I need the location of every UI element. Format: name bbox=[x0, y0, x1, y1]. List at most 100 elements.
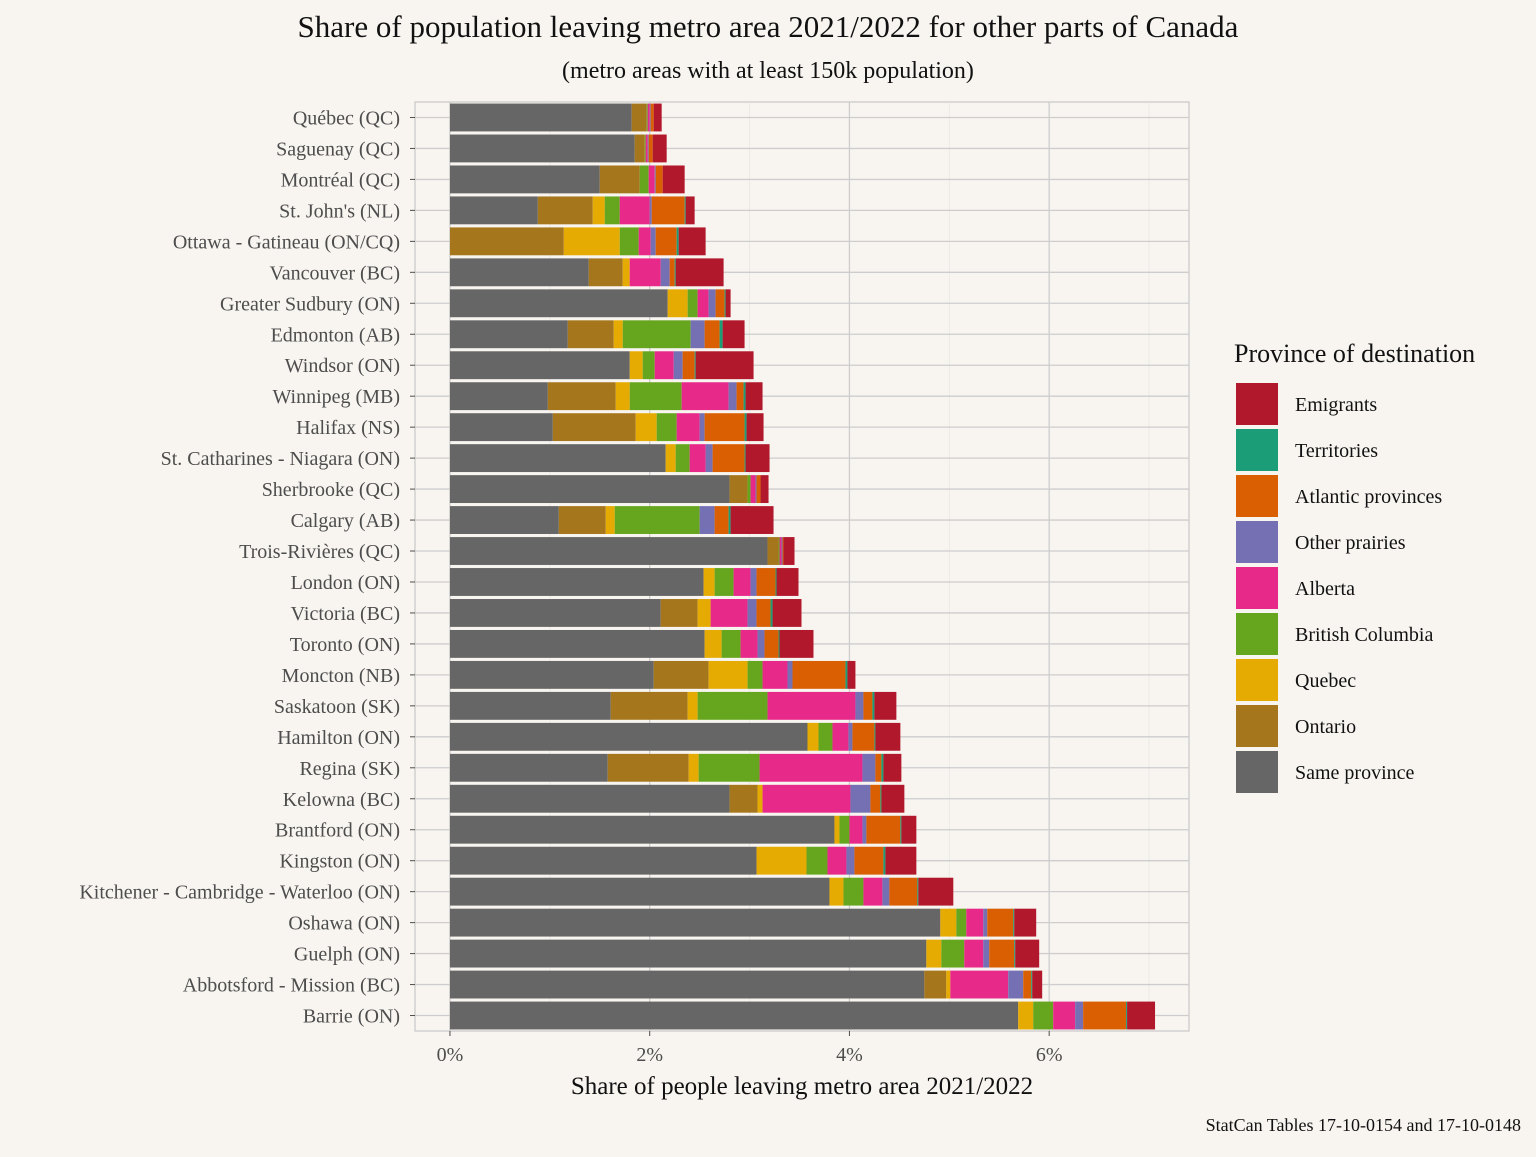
bar-segment-atlantic-provinces bbox=[889, 877, 918, 906]
bar-segment-other-prairies bbox=[699, 413, 705, 442]
x-axis-ticks: 0% 2% 4% 6% bbox=[437, 1031, 1063, 1066]
bar-segment-same-province bbox=[449, 382, 548, 411]
bar-segment-same-province bbox=[449, 165, 600, 194]
bar-segment-alberta bbox=[849, 815, 863, 844]
bar-segment-other-prairies bbox=[650, 227, 656, 256]
bar-segment-same-province bbox=[449, 660, 654, 689]
bar-segment-territories bbox=[1014, 939, 1016, 968]
bar-segment-same-province bbox=[449, 320, 568, 349]
bar-segment-atlantic-provinces bbox=[651, 196, 685, 225]
bar-segment-same-province bbox=[449, 1001, 1019, 1030]
bar-segment-same-province bbox=[449, 258, 589, 287]
bar-segment-quebec bbox=[829, 877, 844, 906]
bar-segment-quebec bbox=[703, 568, 715, 596]
bar-segment-british-columbia bbox=[697, 691, 768, 720]
bar-segment-other-prairies bbox=[654, 165, 656, 194]
bar-segment-alberta bbox=[950, 970, 1009, 999]
bar-segment-atlantic-provinces bbox=[854, 846, 884, 875]
category-label: Hamilton (ON) bbox=[277, 727, 400, 749]
bar-segment-atlantic-provinces bbox=[987, 908, 1014, 937]
bar-segment-ontario bbox=[552, 413, 636, 442]
bar-segment-same-province bbox=[449, 196, 538, 225]
bar-segment-other-prairies bbox=[750, 568, 757, 596]
bar-segment-british-columbia bbox=[714, 568, 734, 596]
bar-segment-emigrants bbox=[653, 103, 662, 132]
bar-segment-emigrants bbox=[779, 629, 814, 658]
bar-segment-emigrants bbox=[760, 475, 769, 504]
bar-segment-quebec bbox=[757, 784, 763, 813]
bar-segment-same-province bbox=[449, 970, 925, 999]
bar-segment-alberta bbox=[629, 258, 661, 287]
bar-segment-alberta bbox=[619, 196, 650, 225]
bar-segment-atlantic-provinces bbox=[870, 784, 881, 813]
bar-segment-territories bbox=[684, 196, 686, 225]
bar-segment-emigrants bbox=[652, 134, 667, 163]
bar-segment-atlantic-provinces bbox=[852, 722, 875, 751]
bar-segment-territories bbox=[743, 382, 746, 411]
category-label: Regina (SK) bbox=[299, 758, 400, 780]
bar-segment-quebec bbox=[926, 939, 942, 968]
bar-segment-territories bbox=[744, 444, 746, 473]
category-label: Oshawa (ON) bbox=[288, 913, 400, 935]
bar-segment-other-prairies bbox=[1075, 1001, 1084, 1030]
bar-segment-british-columbia bbox=[956, 908, 967, 937]
bar-segment-quebec bbox=[563, 227, 620, 256]
bar-segment-british-columbia bbox=[941, 939, 965, 968]
bar-segment-territories bbox=[880, 784, 882, 813]
bar-segment-british-columbia bbox=[778, 537, 780, 565]
bar-segment-atlantic-provinces bbox=[682, 351, 695, 380]
bar-segment-same-province bbox=[449, 877, 830, 906]
bar-segment-other-prairies bbox=[846, 846, 855, 875]
bar-segment-territories bbox=[728, 506, 731, 534]
bar-segment-other-prairies bbox=[673, 351, 683, 380]
bar-segment-british-columbia bbox=[644, 134, 646, 163]
bar-segment-other-prairies bbox=[690, 320, 705, 349]
bar-segment-emigrants bbox=[1127, 1001, 1156, 1030]
legend-swatch bbox=[1236, 429, 1278, 471]
bar-segment-other-prairies bbox=[862, 815, 867, 844]
bar-segment-emigrants bbox=[901, 815, 917, 844]
bar-segment-other-prairies bbox=[882, 877, 890, 906]
bar-segment-ontario bbox=[567, 320, 614, 349]
bar-segment-alberta bbox=[740, 629, 758, 658]
x-tick-label: 0% bbox=[437, 1044, 464, 1066]
bar-segment-same-province bbox=[449, 784, 730, 813]
bar-segment-territories bbox=[917, 877, 919, 906]
bar-segment-quebec bbox=[834, 815, 840, 844]
bar-segment-atlantic-provinces bbox=[1083, 1001, 1127, 1030]
legend-swatch bbox=[1236, 659, 1278, 701]
bar-segment-quebec bbox=[1018, 1001, 1034, 1030]
bar-segment-quebec bbox=[635, 413, 657, 442]
bar-segment-emigrants bbox=[881, 784, 905, 813]
bar-segment-british-columbia bbox=[747, 660, 763, 689]
category-label: St. John's (NL) bbox=[279, 200, 400, 222]
category-labels: Québec (QC) Saguenay (QC) Montréal (QC) St.… bbox=[79, 107, 415, 1028]
bar-segment-british-columbia bbox=[675, 444, 690, 473]
bar-segment-atlantic-provinces bbox=[756, 475, 761, 504]
bar-segment-quebec bbox=[605, 506, 615, 534]
category-label: Kingston (ON) bbox=[279, 851, 400, 873]
bar-segment-british-columbia bbox=[642, 351, 655, 380]
bar-segment-emigrants bbox=[1014, 908, 1037, 937]
bar-segment-quebec bbox=[708, 660, 748, 689]
bar-segment-emigrants bbox=[874, 691, 897, 720]
bar-segment-atlantic-provinces bbox=[756, 599, 771, 627]
bar-segment-same-province bbox=[449, 939, 927, 968]
bar-segment-territories bbox=[778, 629, 780, 658]
bar-segment-alberta bbox=[710, 599, 748, 627]
bar-segment-same-province bbox=[449, 722, 808, 751]
bar-segment-same-province bbox=[449, 537, 768, 565]
bar-segment-ontario bbox=[599, 165, 640, 194]
bar-segment-atlantic-provinces bbox=[1023, 970, 1032, 999]
bar-segment-emigrants bbox=[722, 320, 745, 349]
category-label: Abbotsford - Mission (BC) bbox=[183, 975, 400, 997]
category-label: Kitchener - Cambridge - Waterloo (ON) bbox=[79, 882, 400, 904]
bar-segment-other-prairies bbox=[855, 691, 864, 720]
bar-segment-same-province bbox=[449, 475, 730, 504]
legend-title: Province of destination bbox=[1234, 339, 1475, 368]
bar-segment-atlantic-provinces bbox=[875, 753, 882, 782]
bar-segment-emigrants bbox=[685, 196, 695, 225]
plot-panel bbox=[414, 101, 1190, 1032]
